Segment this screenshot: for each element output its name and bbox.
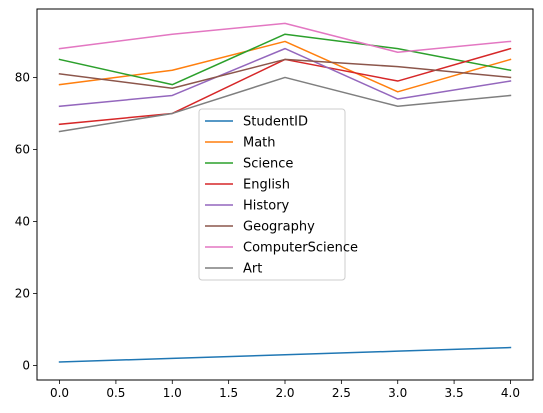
y-tick-label: 20 xyxy=(15,287,30,301)
x-axis: 0.0 0.5 1.0 1.5 2.0 2.5 3.0 3.5 4.0 xyxy=(50,380,520,400)
series-lines xyxy=(58,22,512,363)
legend: StudentID Math Science English History Geogra… xyxy=(198,108,358,281)
legend-box xyxy=(198,108,346,281)
legend-label-studentid: StudentID xyxy=(243,115,308,130)
legend-label-science: Science xyxy=(243,157,293,172)
y-tick-label: 60 xyxy=(15,142,30,156)
legend-label-geography: Geography xyxy=(243,220,315,235)
legend-label-computerscience: ComputerScience xyxy=(243,241,358,256)
series-line-art xyxy=(58,76,512,133)
legend-label-english: English xyxy=(243,178,290,193)
series-line-computerscience xyxy=(58,22,512,53)
series-line-geography xyxy=(58,58,512,89)
series-line-history xyxy=(58,47,512,108)
legend-label-math: Math xyxy=(243,136,276,151)
y-tick-label: 80 xyxy=(15,70,30,84)
y-tick-label: 40 xyxy=(15,215,30,229)
x-tick-label: 3.5 xyxy=(445,386,464,400)
series-line-math xyxy=(58,40,512,93)
x-tick-label: 1.0 xyxy=(163,386,182,400)
series-line-studentid xyxy=(58,346,512,363)
x-tick-label: 0.0 xyxy=(50,386,69,400)
x-tick-label: 4.0 xyxy=(501,386,520,400)
legend-label-art: Art xyxy=(243,262,262,277)
x-tick-label: 0.5 xyxy=(106,386,125,400)
x-tick-label: 3.0 xyxy=(388,386,407,400)
x-tick-label: 1.5 xyxy=(219,386,238,400)
x-tick-label: 2.5 xyxy=(332,386,351,400)
x-tick-label: 2.0 xyxy=(275,386,294,400)
legend-label-history: History xyxy=(243,199,290,214)
y-axis: 0 20 40 60 80 xyxy=(15,70,37,373)
y-tick-label: 0 xyxy=(22,359,30,373)
series-line-science xyxy=(58,33,512,86)
